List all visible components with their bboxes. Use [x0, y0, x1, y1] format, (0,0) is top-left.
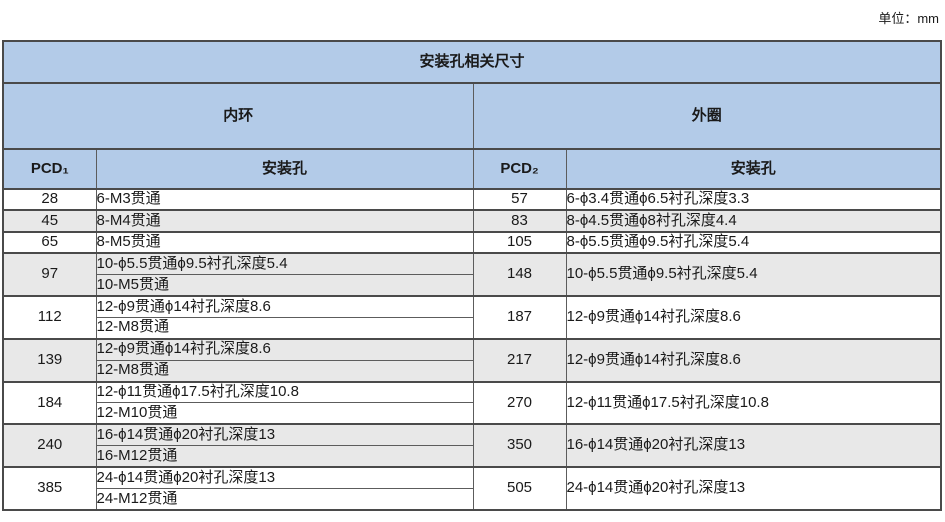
section-header-outer-ring: 外圈: [472, 82, 942, 150]
section-header-row: 内环 外圈: [2, 82, 942, 150]
inner-hole-spec: 8-M4贯通: [95, 209, 474, 233]
column-header-pcd1: PCD₁: [2, 148, 97, 190]
inner-hole-spec: 8-M5贯通: [95, 231, 474, 255]
column-header-inner-holes: 安装孔: [95, 148, 474, 190]
pcd2-value: 148: [472, 252, 567, 297]
pcd2-value: 83: [472, 209, 567, 233]
inner-hole-spec: 24-ϕ14贯通ϕ20衬孔深度13: [95, 466, 474, 489]
inner-hole-spec: 12-M10贯通: [95, 402, 474, 426]
pcd1-value: 385: [2, 466, 97, 511]
inner-hole-spec: 12-M8贯通: [95, 359, 474, 383]
outer-hole-spec: 12-ϕ9贯通ϕ14衬孔深度8.6: [565, 295, 942, 340]
mounting-hole-table: 安装孔相关尺寸 内环 外圈 PCD₁ 安装孔 PCD₂ 安装孔 28 6-M3贯通…: [2, 40, 943, 511]
pcd2-value: 105: [472, 231, 567, 255]
table-title: 安装孔相关尺寸: [2, 40, 942, 84]
outer-hole-spec: 16-ϕ14贯通ϕ20衬孔深度13: [565, 423, 942, 468]
inner-hole-spec: 12-ϕ9贯通ϕ14衬孔深度8.6: [95, 338, 474, 361]
inner-hole-spec: 16-ϕ14贯通ϕ20衬孔深度13: [95, 423, 474, 447]
pcd2-value: 217: [472, 338, 567, 383]
pcd2-value: 505: [472, 466, 567, 511]
pcd1-value: 97: [2, 252, 97, 297]
pcd2-value: 350: [472, 423, 567, 468]
table-row: 97 10-ϕ5.5贯通ϕ9.5衬孔深度5.4 148 10-ϕ5.5贯通ϕ9.5衬孔…: [2, 252, 942, 297]
inner-hole-spec: 12-M8贯通: [95, 316, 474, 340]
inner-hole-spec: 10-ϕ5.5贯通ϕ9.5衬孔深度5.4: [95, 252, 474, 276]
column-header-pcd2: PCD₂: [472, 148, 567, 190]
table-row: 112 12-ϕ9贯通ϕ14衬孔深度8.6 187 12-ϕ9贯通ϕ14衬孔深度8.6: [2, 295, 942, 340]
inner-hole-spec: 10-M5贯通: [95, 274, 474, 297]
inner-hole-spec: 24-M12贯通: [95, 487, 474, 511]
inner-hole-spec: 12-ϕ9贯通ϕ14衬孔深度8.6: [95, 295, 474, 318]
outer-hole-spec: 12-ϕ11贯通ϕ17.5衬孔深度10.8: [565, 381, 942, 425]
table-row: 65 8-M5贯通 105 8-ϕ5.5贯通ϕ9.5衬孔深度5.4: [2, 231, 942, 255]
pcd1-value: 240: [2, 423, 97, 468]
inner-hole-spec: 6-M3贯通: [95, 188, 474, 212]
outer-hole-spec: 8-ϕ4.5贯通ϕ8衬孔深度4.4: [565, 209, 942, 233]
table-row: 28 6-M3贯通 57 6-ϕ3.4贯通ϕ6.5衬孔深度3.3: [2, 188, 942, 212]
pcd1-value: 184: [2, 381, 97, 425]
column-header-outer-holes: 安装孔: [565, 148, 942, 190]
table-body: 28 6-M3贯通 57 6-ϕ3.4贯通ϕ6.5衬孔深度3.3 45 8-M4贯通 83 8…: [2, 188, 942, 511]
table-row: 385 24-ϕ14贯通ϕ20衬孔深度13 505 24-ϕ14贯通ϕ20衬孔深度13: [2, 466, 942, 511]
inner-hole-spec: 16-M12贯通: [95, 445, 474, 469]
pcd2-value: 57: [472, 188, 567, 212]
unit-label: 单位：mm: [878, 11, 939, 26]
pcd2-value: 270: [472, 381, 567, 425]
outer-hole-spec: 8-ϕ5.5贯通ϕ9.5衬孔深度5.4: [565, 231, 942, 255]
outer-hole-spec: 12-ϕ9贯通ϕ14衬孔深度8.6: [565, 338, 942, 383]
table-row: 45 8-M4贯通 83 8-ϕ4.5贯通ϕ8衬孔深度4.4: [2, 209, 942, 233]
table-row: 240 16-ϕ14贯通ϕ20衬孔深度13 350 16-ϕ14贯通ϕ20衬孔深度13: [2, 423, 942, 468]
section-header-inner-ring: 内环: [2, 82, 474, 150]
outer-hole-spec: 6-ϕ3.4贯通ϕ6.5衬孔深度3.3: [565, 188, 942, 212]
inner-hole-spec: 12-ϕ11贯通ϕ17.5衬孔深度10.8: [95, 381, 474, 404]
outer-hole-spec: 24-ϕ14贯通ϕ20衬孔深度13: [565, 466, 942, 511]
outer-hole-spec: 10-ϕ5.5贯通ϕ9.5衬孔深度5.4: [565, 252, 942, 297]
column-header-row: PCD₁ 安装孔 PCD₂ 安装孔: [2, 148, 942, 190]
pcd2-value: 187: [472, 295, 567, 340]
pcd1-value: 65: [2, 231, 97, 255]
table-title-row: 安装孔相关尺寸: [2, 40, 942, 84]
table-row: 139 12-ϕ9贯通ϕ14衬孔深度8.6 217 12-ϕ9贯通ϕ14衬孔深度8.6: [2, 338, 942, 383]
pcd1-value: 112: [2, 295, 97, 340]
pcd1-value: 45: [2, 209, 97, 233]
pcd1-value: 139: [2, 338, 97, 383]
table-row: 184 12-ϕ11贯通ϕ17.5衬孔深度10.8 270 12-ϕ11贯通ϕ17.5…: [2, 381, 942, 425]
pcd1-value: 28: [2, 188, 97, 212]
